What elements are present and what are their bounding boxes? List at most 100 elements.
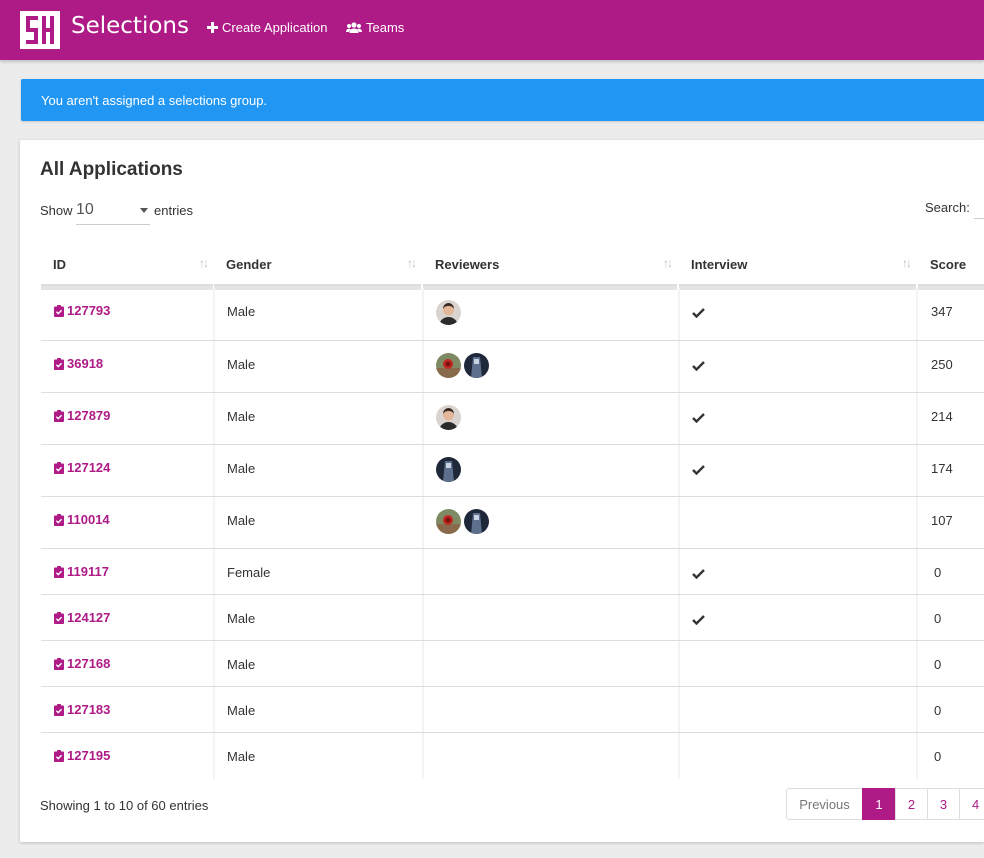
gender-cell: Male: [227, 513, 256, 528]
reviewer-avatar[interactable]: [464, 353, 489, 378]
column-divider: [213, 733, 215, 779]
reviewer-avatar[interactable]: [436, 405, 461, 430]
column-divider: [916, 445, 918, 497]
gender-cell: Male: [227, 357, 256, 372]
check-icon: [692, 410, 705, 428]
sort-icon: ↑↓: [199, 256, 209, 270]
column-divider: [213, 595, 215, 641]
pagination-previous-button[interactable]: Previous: [786, 788, 863, 820]
score-cell: 107: [931, 513, 953, 528]
table-row[interactable]: 127168 Male 0: [41, 640, 984, 687]
column-divider: [916, 549, 918, 595]
clipboard-check-icon: [54, 749, 64, 762]
application-id-link[interactable]: 110014: [54, 512, 110, 527]
column-divider: [916, 393, 918, 445]
column-divider: [678, 595, 680, 641]
column-header-reviewers[interactable]: Reviewers ↑↓: [423, 241, 677, 286]
table-row[interactable]: 127124 Male 174: [41, 444, 984, 497]
page-length-select[interactable]: 10: [76, 198, 150, 225]
column-header-gender[interactable]: Gender ↑↓: [214, 241, 421, 286]
table-row[interactable]: 127183 Male 0: [41, 686, 984, 733]
app-logo[interactable]: [20, 11, 60, 49]
gender-cell: Male: [227, 657, 256, 672]
application-id-link[interactable]: 119117: [54, 564, 109, 579]
teams-label: Teams: [366, 20, 405, 35]
reviewer-avatar[interactable]: [436, 353, 461, 378]
clipboard-check-icon: [54, 703, 64, 716]
sort-icon: ↑↓: [663, 256, 673, 270]
column-header-label: Gender: [226, 257, 272, 272]
application-id-link[interactable]: 127793: [54, 303, 110, 318]
column-header-interview[interactable]: Interview ↑↓: [679, 241, 916, 286]
score-cell: 0: [934, 565, 942, 580]
header-underline: [41, 286, 213, 290]
clipboard-check-icon: [54, 513, 64, 526]
pagination-page-button[interactable]: 2: [895, 788, 928, 820]
column-divider: [678, 687, 680, 733]
column-header-label: ID: [53, 257, 66, 272]
column-header-label: Reviewers: [435, 257, 500, 272]
table-row[interactable]: 110014 Male 107: [41, 496, 984, 549]
gender-cell: Female: [227, 565, 271, 580]
column-header-id[interactable]: ID ↑↓: [41, 241, 213, 286]
search-input[interactable]: [974, 196, 984, 219]
table-row[interactable]: 124127 Male 0: [41, 594, 984, 641]
column-divider: [422, 687, 424, 733]
clipboard-check-icon: [54, 461, 64, 474]
score-cell: 0: [934, 611, 942, 626]
application-id-link[interactable]: 127879: [54, 408, 110, 423]
score-cell: 0: [934, 749, 942, 764]
pagination-page-button[interactable]: 4: [959, 788, 984, 820]
teams-link[interactable]: Teams: [346, 20, 404, 35]
sort-icon: ↑↓: [407, 256, 417, 270]
page-title: All Applications: [40, 159, 183, 180]
create-application-label: Create Application: [222, 20, 328, 35]
table-row[interactable]: 127195 Male 0: [41, 732, 984, 779]
application-id-link[interactable]: 127124: [54, 460, 110, 475]
score-cell: 214: [931, 409, 953, 424]
application-id-link[interactable]: 36918: [54, 356, 103, 371]
check-icon: [692, 358, 705, 376]
column-divider: [213, 687, 215, 733]
column-divider: [678, 497, 680, 549]
column-divider: [678, 341, 680, 393]
table-row[interactable]: 127793 Male 347: [41, 288, 984, 340]
column-divider: [678, 393, 680, 445]
reviewer-avatar[interactable]: [464, 509, 489, 534]
header-underline: [918, 286, 984, 290]
top-navbar: Selections Create Application Teams: [0, 0, 984, 60]
column-divider: [422, 393, 424, 445]
create-application-link[interactable]: Create Application: [207, 20, 328, 35]
table-row[interactable]: 36918 Male 250: [41, 340, 984, 393]
column-divider: [678, 445, 680, 497]
application-id-link[interactable]: 127195: [54, 748, 110, 763]
table-row[interactable]: 119117 Female 0: [41, 548, 984, 595]
column-header-score[interactable]: Score: [918, 241, 984, 286]
application-id-text: 110014: [67, 512, 110, 527]
application-id-text: 127168: [67, 656, 111, 671]
application-id-link[interactable]: 127183: [54, 702, 110, 717]
gender-cell: Male: [227, 611, 256, 626]
table-info: Showing 1 to 10 of 60 entries: [40, 798, 209, 813]
score-cell: 250: [931, 357, 953, 372]
brand-title[interactable]: Selections: [71, 13, 189, 39]
users-icon: [346, 22, 362, 33]
gender-cell: Male: [227, 749, 256, 764]
column-divider: [678, 288, 680, 340]
table-row[interactable]: 127879 Male 214: [41, 392, 984, 445]
search-label: Search:: [925, 200, 970, 215]
gender-cell: Male: [227, 304, 256, 319]
pagination-page-button[interactable]: 1: [862, 788, 896, 820]
column-divider: [422, 341, 424, 393]
column-divider: [916, 288, 918, 340]
reviewer-avatar[interactable]: [436, 509, 461, 534]
reviewer-avatar[interactable]: [436, 457, 461, 482]
application-id-link[interactable]: 127168: [54, 656, 110, 671]
column-divider: [916, 595, 918, 641]
column-divider: [213, 341, 215, 393]
check-icon: [692, 462, 705, 480]
application-id-link[interactable]: 124127: [54, 610, 110, 625]
column-divider: [678, 641, 680, 687]
reviewer-avatar[interactable]: [436, 300, 461, 325]
pagination-page-button[interactable]: 3: [927, 788, 960, 820]
